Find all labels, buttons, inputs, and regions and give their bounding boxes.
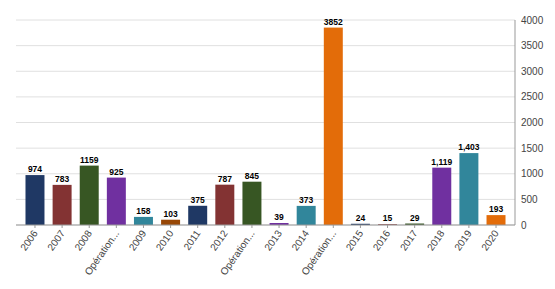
x-tick-label: Opération... <box>218 228 257 277</box>
bar <box>432 168 451 225</box>
y-tick-label: 1500 <box>521 143 544 154</box>
x-tick <box>170 225 171 228</box>
bar <box>324 28 343 225</box>
x-tick-label: 2011 <box>181 228 203 252</box>
bar <box>459 153 478 225</box>
y-tick-label: 3500 <box>521 40 544 51</box>
data-label: 3852 <box>324 17 343 27</box>
y-axis-line <box>515 20 516 225</box>
x-tick-label: 2010 <box>154 228 176 253</box>
x-tick-label: 2017 <box>398 228 420 253</box>
x-tick-label: 2012 <box>208 228 230 253</box>
y-tick-label: 2500 <box>521 91 544 102</box>
x-tick-label: 2016 <box>371 228 393 253</box>
data-label: 103 <box>163 209 177 219</box>
bar <box>242 182 261 225</box>
x-tick-label: 2020 <box>479 228 501 253</box>
x-tick <box>468 225 469 228</box>
y-tick-label: 3000 <box>521 66 544 77</box>
x-tick <box>333 225 334 228</box>
data-label: 39 <box>274 212 284 222</box>
grid-line <box>16 225 515 226</box>
grid-line <box>16 96 515 97</box>
data-label: 925 <box>109 167 123 177</box>
x-tick <box>441 225 442 228</box>
bar <box>188 206 207 225</box>
x-tick <box>143 225 144 228</box>
bar <box>80 166 99 225</box>
x-tick-label: 2008 <box>72 228 94 253</box>
x-axis-line <box>16 225 515 226</box>
x-tick-label: 2014 <box>289 228 311 253</box>
x-tick <box>34 225 35 228</box>
data-label: 1,403 <box>458 142 480 152</box>
x-tick <box>360 225 361 228</box>
x-tick <box>414 225 415 228</box>
data-label: 783 <box>55 174 69 184</box>
y-axis: 0 500 1000 1500 2000 2500 3000 3500 4000 <box>521 15 544 231</box>
grid-line <box>16 71 515 72</box>
x-tick <box>279 225 280 228</box>
grid-line <box>16 20 515 21</box>
y-tick-label: 0 <box>521 220 527 231</box>
x-tick-label: Opération... <box>299 228 338 277</box>
bar <box>215 185 234 225</box>
grid <box>16 20 515 225</box>
bar <box>134 217 153 225</box>
x-tick <box>496 225 497 228</box>
x-tick-label: 2019 <box>452 228 474 253</box>
x-tick <box>116 225 117 228</box>
data-label: 1159 <box>80 155 99 165</box>
grid-line <box>16 122 515 123</box>
x-axis: 200620072008Opération...2009201020112012… <box>18 225 501 277</box>
bar <box>297 206 316 225</box>
bar <box>53 185 72 225</box>
data-label: 845 <box>245 171 259 181</box>
x-tick <box>387 225 388 228</box>
bars <box>25 28 505 225</box>
grid-line <box>16 45 515 46</box>
y-tick-label: 2000 <box>521 117 544 128</box>
y-tick-label: 1000 <box>521 168 544 179</box>
x-tick-label: 2006 <box>18 228 40 253</box>
data-labels: 974 783 1159 925 158 103 375 787 845 39 373 3852 24 1… <box>28 17 503 224</box>
data-label: 158 <box>136 206 150 216</box>
x-tick <box>251 225 252 228</box>
x-tick-label: 2009 <box>127 228 149 253</box>
x-tick-label: 2015 <box>344 228 366 253</box>
x-tick-label: 2007 <box>45 228 67 253</box>
bar <box>487 215 506 225</box>
x-tick <box>197 225 198 228</box>
x-tick-label: 2013 <box>262 228 284 253</box>
data-label: 373 <box>299 195 313 205</box>
grid-line <box>16 148 515 149</box>
chart: 0 500 1000 1500 2000 2500 3000 3500 4000 974 783 11… <box>0 0 555 289</box>
data-label: 787 <box>218 174 232 184</box>
data-label: 1,119 <box>431 157 452 167</box>
data-label: 29 <box>410 213 420 223</box>
y-tick-label: 4000 <box>521 15 544 26</box>
x-tick <box>306 225 307 228</box>
x-tick <box>62 225 63 228</box>
x-tick <box>89 225 90 228</box>
x-tick-label: Opération... <box>82 228 121 277</box>
data-label: 15 <box>383 213 393 223</box>
bar <box>25 175 44 225</box>
bar <box>107 178 126 225</box>
x-tick-label: 2018 <box>425 228 447 253</box>
x-tick <box>224 225 225 228</box>
bar <box>161 220 180 225</box>
data-label: 375 <box>191 195 205 205</box>
y-tick-label: 500 <box>521 194 538 205</box>
data-label: 974 <box>28 164 42 174</box>
data-label: 193 <box>489 204 503 214</box>
data-label: 24 <box>356 213 366 223</box>
